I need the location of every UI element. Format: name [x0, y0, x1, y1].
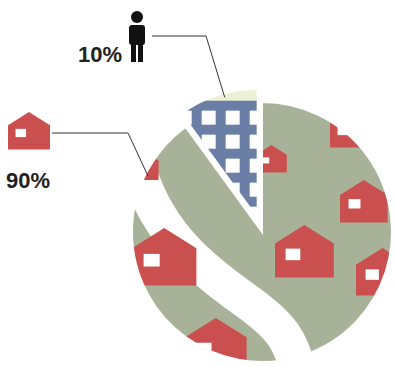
- leader-line: [152, 36, 225, 97]
- building-window: [154, 207, 168, 221]
- building-window: [154, 159, 168, 173]
- building-window: [178, 207, 192, 221]
- house-window: [366, 269, 379, 279]
- building-window: [178, 183, 192, 197]
- building-window: [226, 111, 240, 125]
- house-icon: [132, 228, 196, 286]
- person-head: [131, 11, 143, 23]
- chart: 90% 10%: [0, 0, 396, 367]
- building-window: [226, 135, 240, 149]
- building-window: [202, 183, 216, 197]
- house-icon: [330, 110, 372, 148]
- building-window: [130, 207, 144, 221]
- building-window: [130, 159, 144, 173]
- house-icon: [340, 180, 388, 223]
- building-window: [130, 183, 144, 197]
- house-window: [131, 164, 139, 171]
- slice-group: [125, 102, 396, 367]
- house-icon: [275, 225, 334, 278]
- building-window: [202, 207, 216, 221]
- house-window: [16, 129, 27, 137]
- leader-line: [52, 133, 148, 176]
- house-window: [144, 254, 160, 267]
- house-icon: [8, 112, 50, 150]
- data-label: 10%: [78, 42, 122, 67]
- house-window: [286, 249, 301, 261]
- building-window: [226, 159, 240, 173]
- building-window: [202, 135, 216, 149]
- building-window: [202, 159, 216, 173]
- slice-edge: [132, 102, 392, 362]
- house-icon: [256, 145, 287, 173]
- person-icon: [129, 11, 145, 62]
- house-window: [349, 199, 361, 208]
- building-window: [130, 111, 144, 125]
- house-icon: [125, 150, 159, 180]
- building-window: [154, 111, 168, 125]
- slice-group: [128, 89, 388, 361]
- slice-edge: [181, 89, 257, 219]
- building-window: [226, 207, 240, 221]
- building-window: [202, 111, 216, 125]
- person-leg: [131, 42, 136, 62]
- building-window: [154, 135, 168, 149]
- labels: 90% 10%: [6, 11, 225, 193]
- person-leg: [138, 42, 143, 62]
- data-label: 90%: [6, 168, 50, 193]
- building-window: [154, 183, 168, 197]
- building-window: [178, 135, 192, 149]
- building-window: [178, 159, 192, 173]
